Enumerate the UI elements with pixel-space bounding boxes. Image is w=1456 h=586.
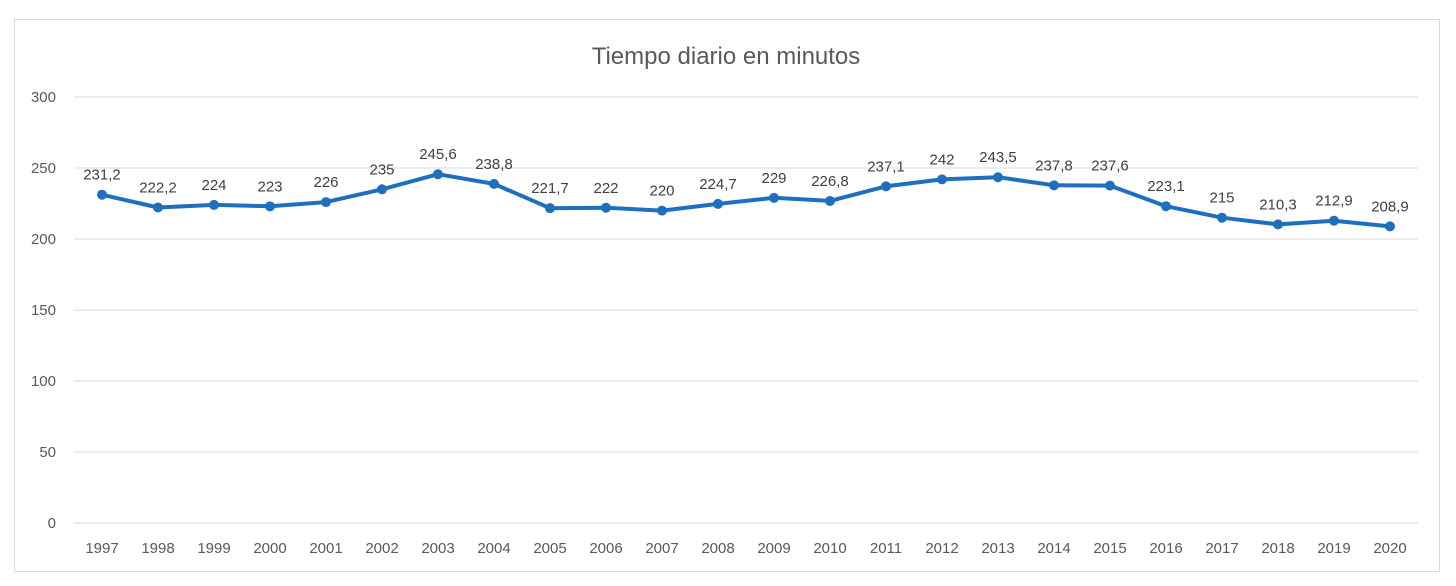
y-tick-label: 0 [48,515,56,532]
data-label: 237,8 [1035,157,1073,174]
y-tick-label: 200 [31,231,56,248]
data-label: 221,7 [531,180,569,197]
x-tick-label: 2020 [1373,540,1406,557]
data-point [321,197,331,208]
data-label: 229 [761,170,786,187]
data-label: 243,5 [979,149,1017,166]
x-tick-label: 2019 [1317,540,1350,557]
data-labels: 231,2 222,2 224 223 226 235 245,6 238,8 221,7 222… [83,146,1409,215]
x-tick-label: 2009 [757,540,790,557]
x-tick-label: 2006 [589,540,622,557]
x-tick-label: 2007 [645,540,678,557]
data-label: 235 [369,161,394,178]
data-point [769,192,779,203]
x-axis-ticks: 1997 1998 1999 2000 2001 2002 2003 2004 2005 2006… [85,540,1406,557]
data-points [97,169,1395,232]
data-label: 237,6 [1091,158,1129,175]
x-tick-label: 2003 [421,540,454,557]
data-label: 222,2 [139,179,177,196]
data-point [1161,201,1171,212]
grid-lines [74,96,1418,524]
data-point [657,205,667,216]
series-line-layer [101,172,1391,229]
data-label: 212,9 [1315,193,1353,210]
y-axis-ticks: 0 50 100 150 200 250 300 [31,89,56,532]
x-tick-label: 2000 [253,540,286,557]
data-label: 222 [593,180,618,197]
y-tick-label: 100 [31,373,56,390]
data-point [881,181,891,192]
data-point [489,178,499,189]
x-tick-label: 2012 [925,540,958,557]
data-point [937,174,947,185]
data-point [433,169,443,180]
y-tick-label: 250 [31,160,56,177]
x-tick-label: 2013 [981,540,1014,557]
data-label: 237,1 [867,158,905,175]
data-point [713,198,723,209]
x-tick-label: 2002 [365,540,398,557]
x-tick-label: 2014 [1037,540,1070,557]
data-label: 215 [1209,190,1234,207]
y-tick-label: 50 [39,444,56,461]
data-point [1273,219,1283,230]
data-point [1217,212,1227,223]
data-point [1329,215,1339,226]
data-point [1049,180,1059,191]
x-tick-label: 1997 [85,540,118,557]
series-line [101,172,1391,229]
x-tick-label: 2011 [870,540,902,557]
data-label: 245,6 [419,146,457,163]
data-point [993,172,1003,183]
data-point [377,184,387,195]
x-tick-label: 1999 [197,540,230,557]
data-point [1385,221,1395,232]
data-label: 223 [257,178,282,195]
x-tick-label: 2018 [1261,540,1294,557]
data-point [545,203,555,214]
data-point [265,201,275,212]
x-tick-label: 2016 [1149,540,1182,557]
data-point [825,195,835,206]
data-point [601,202,611,213]
data-point [153,202,163,213]
data-label: 224 [201,177,226,194]
x-tick-label: 2001 [309,540,342,557]
x-tick-label: 1998 [141,540,174,557]
data-label: 220 [649,183,674,200]
data-point [97,189,107,200]
x-tick-label: 2008 [701,540,734,557]
data-label: 226 [313,174,338,191]
x-tick-label: 2004 [477,540,510,557]
data-label: 208,9 [1371,198,1409,215]
data-point [1105,180,1115,191]
data-label: 226,8 [811,173,849,190]
data-label: 210,3 [1259,196,1297,213]
data-label: 224,7 [699,176,737,193]
x-tick-label: 2010 [813,540,846,557]
data-label: 231,2 [83,167,121,184]
x-tick-label: 2015 [1093,540,1126,557]
chart-frame [14,19,1440,572]
x-tick-label: 2017 [1205,540,1238,557]
chart-title: Tiempo diario en minutos [592,43,861,70]
data-label: 242 [929,151,954,168]
data-label: 238,8 [475,156,513,173]
data-point [209,199,219,210]
y-tick-label: 150 [31,302,56,319]
y-tick-label: 300 [31,89,56,106]
x-tick-label: 2005 [533,540,566,557]
data-label: 223,1 [1147,178,1185,195]
